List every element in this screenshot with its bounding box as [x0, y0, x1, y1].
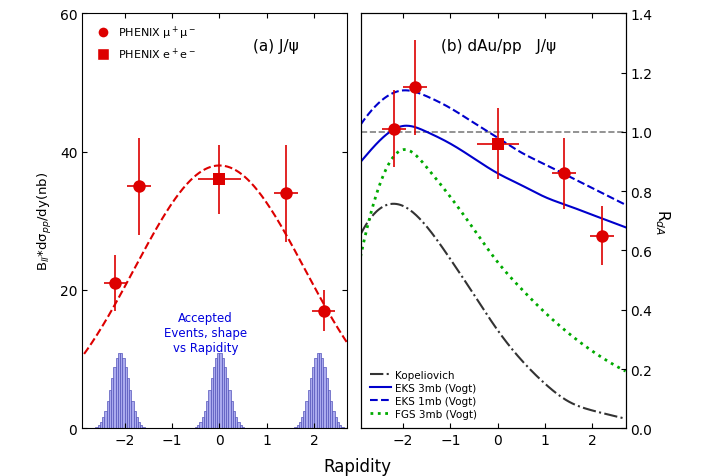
- Y-axis label: R$_{dA}$: R$_{dA}$: [654, 208, 672, 234]
- Bar: [142, 426, 144, 428]
- Bar: [206, 402, 208, 428]
- Bar: [242, 426, 244, 428]
- Y-axis label: B$_{ll}$*dσ$_{pp}$/dy(nb): B$_{ll}$*dσ$_{pp}$/dy(nb): [36, 172, 54, 271]
- Bar: [231, 402, 233, 428]
- Bar: [199, 422, 202, 428]
- Bar: [104, 411, 107, 428]
- Bar: [129, 391, 132, 428]
- Bar: [118, 353, 120, 428]
- Bar: [114, 367, 116, 428]
- Bar: [217, 353, 220, 428]
- Bar: [132, 402, 134, 428]
- Bar: [124, 367, 127, 428]
- Bar: [323, 367, 325, 428]
- Text: (a) J/ψ: (a) J/ψ: [253, 39, 299, 54]
- Bar: [229, 391, 231, 428]
- Bar: [328, 391, 330, 428]
- Bar: [235, 417, 237, 428]
- Bar: [224, 367, 226, 428]
- Bar: [213, 367, 215, 428]
- Bar: [319, 353, 321, 428]
- Bar: [341, 426, 343, 428]
- Bar: [297, 425, 299, 428]
- Bar: [96, 426, 98, 428]
- Bar: [116, 358, 118, 428]
- Text: (b) dAu/pp   J/ψ: (b) dAu/pp J/ψ: [441, 39, 556, 54]
- Bar: [237, 422, 240, 428]
- Bar: [215, 358, 217, 428]
- Bar: [337, 422, 339, 428]
- Bar: [109, 391, 111, 428]
- Bar: [208, 391, 210, 428]
- Bar: [98, 425, 100, 428]
- Bar: [220, 353, 222, 428]
- Bar: [102, 417, 104, 428]
- Bar: [195, 426, 197, 428]
- Bar: [332, 411, 335, 428]
- Bar: [299, 422, 301, 428]
- Bar: [325, 378, 328, 428]
- Bar: [122, 358, 124, 428]
- Bar: [111, 378, 114, 428]
- Bar: [301, 417, 303, 428]
- Bar: [240, 425, 242, 428]
- Bar: [335, 417, 337, 428]
- Bar: [303, 411, 305, 428]
- Bar: [315, 358, 317, 428]
- Text: Accepted
Events, shape
vs Rapidity: Accepted Events, shape vs Rapidity: [164, 311, 247, 354]
- Bar: [312, 367, 315, 428]
- Bar: [310, 378, 312, 428]
- Bar: [226, 378, 229, 428]
- Text: Rapidity: Rapidity: [323, 457, 392, 475]
- Legend: Kopeliovich, EKS 3mb (Vogt), EKS 1mb (Vogt), FGS 3mb (Vogt): Kopeliovich, EKS 3mb (Vogt), EKS 1mb (Vo…: [366, 366, 481, 423]
- Bar: [127, 378, 129, 428]
- Bar: [120, 353, 122, 428]
- Bar: [317, 353, 319, 428]
- Bar: [140, 425, 142, 428]
- Bar: [202, 417, 204, 428]
- Bar: [136, 417, 138, 428]
- Bar: [134, 411, 136, 428]
- Bar: [100, 422, 102, 428]
- Bar: [222, 358, 224, 428]
- Legend: PHENIX μ$^+$μ$^-$, PHENIX e$^+$e$^-$: PHENIX μ$^+$μ$^-$, PHENIX e$^+$e$^-$: [88, 20, 200, 67]
- Bar: [295, 426, 297, 428]
- Bar: [330, 402, 332, 428]
- Bar: [197, 425, 199, 428]
- Bar: [210, 378, 213, 428]
- Bar: [305, 402, 307, 428]
- Bar: [138, 422, 140, 428]
- Bar: [233, 411, 235, 428]
- Bar: [107, 402, 109, 428]
- Bar: [339, 425, 341, 428]
- Bar: [307, 391, 310, 428]
- Bar: [321, 358, 323, 428]
- Bar: [204, 411, 206, 428]
